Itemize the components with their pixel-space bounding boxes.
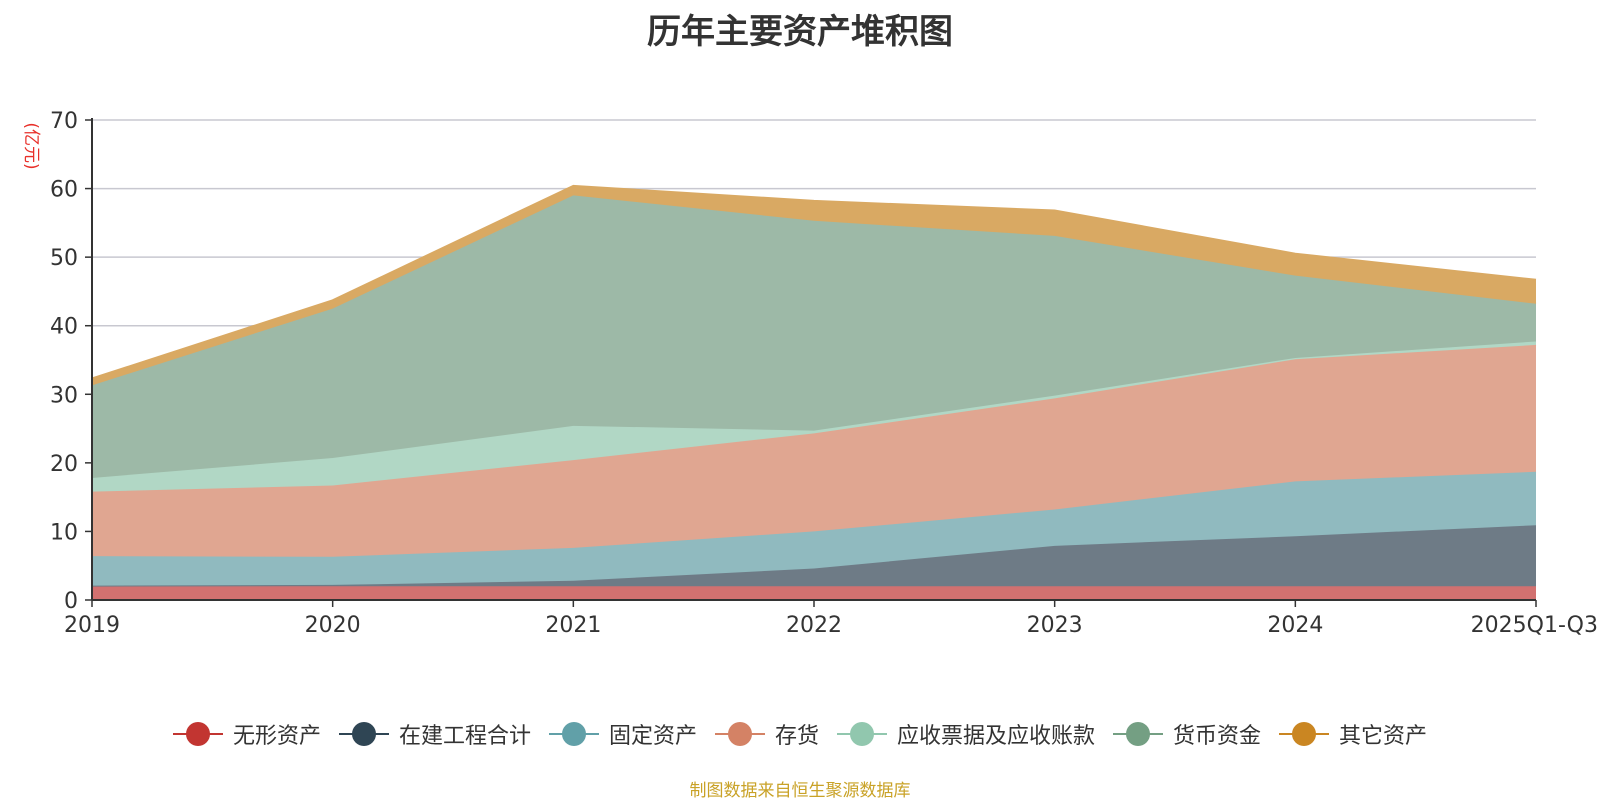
legend-marker-icon [172, 722, 223, 746]
y-tick-label: 40 [50, 315, 78, 340]
x-tick-label: 2025Q1-Q3 [1471, 613, 1598, 638]
y-tick-label: 50 [50, 246, 78, 271]
legend-label: 无形资产 [232, 724, 321, 749]
x-tick-label: 2021 [545, 613, 601, 638]
legend-label: 货币资金 [1173, 724, 1262, 749]
legend-item-5[interactable]: 货币资金 [1113, 718, 1261, 750]
legend-marker-icon [714, 722, 765, 746]
x-tick-label: 2019 [64, 613, 120, 638]
legend-label: 其它资产 [1339, 724, 1428, 749]
chart-title: 历年主要资产堆积图 [647, 12, 953, 52]
legend-item-6[interactable]: 其它资产 [1279, 718, 1427, 750]
y-tick-label: 30 [50, 383, 78, 408]
area-edge-6 [91, 184, 1537, 380]
y-tick-label: 70 [50, 109, 78, 134]
area-layer [91, 184, 1537, 600]
source-note: 制图数据来自恒生聚源数据库 [689, 781, 911, 801]
legend-marker-icon [548, 722, 599, 746]
y-tick-label: 60 [50, 178, 78, 203]
area-series-2[interactable] [92, 471, 1536, 586]
area-series-5[interactable] [92, 195, 1536, 478]
y-axis-unit-label: (亿元) [21, 122, 41, 169]
legend-item-4[interactable]: 应收票据及应收账款 [837, 718, 1095, 750]
legend-item-2[interactable]: 固定资产 [548, 718, 697, 750]
legend-marker-icon [1113, 722, 1164, 746]
legend-marker-icon [837, 722, 887, 746]
legend-label: 固定资产 [608, 724, 697, 749]
x-tick-label: 2023 [1027, 613, 1083, 638]
y-tick-label: 10 [50, 520, 78, 545]
y-tick-label: 20 [50, 452, 78, 477]
y-tick-label: 0 [64, 589, 78, 614]
x-tick-label: 2024 [1267, 613, 1323, 638]
legend-label: 存货 [774, 724, 819, 749]
axis-layer: 0 10 20 30 40 50 60 70 (亿元) 2019 2020 2021 2022 2023 2… [21, 109, 1598, 638]
legend-marker-icon [1279, 722, 1330, 746]
legend-marker-icon [338, 722, 389, 746]
legend-label: 在建工程合计 [398, 724, 531, 749]
area-series-3[interactable] [92, 344, 1536, 557]
x-tick-label: 2020 [305, 613, 361, 638]
legend: 无形资产 在建工程合计 固定资产 存货 应收票据及应收账款 货币资金 其它资产 [0, 718, 1600, 750]
x-tick-label: 2022 [786, 613, 842, 638]
area-series-1[interactable] [92, 525, 1536, 587]
legend-label: 应收票据及应收账款 [897, 724, 1096, 749]
legend-item-1[interactable]: 在建工程合计 [338, 718, 531, 750]
area-series-4[interactable] [92, 341, 1536, 492]
area-series-0[interactable] [92, 586, 1536, 600]
area-series-6[interactable] [92, 185, 1536, 386]
legend-item-0[interactable]: 无形资产 [172, 718, 321, 750]
legend-item-3[interactable]: 存货 [714, 718, 819, 750]
